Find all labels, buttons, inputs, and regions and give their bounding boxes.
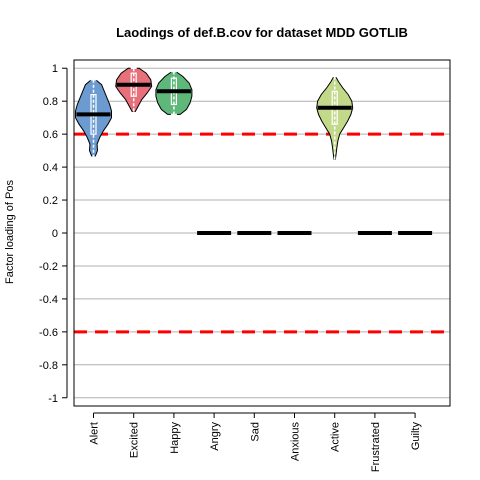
y-tick-label: 0.6 bbox=[43, 129, 58, 141]
chart-title: Laodings of def.B.cov for dataset MDD GO… bbox=[116, 25, 408, 40]
y-tick-label: 0.4 bbox=[43, 162, 58, 174]
y-axis-label: Factor loading of Pos bbox=[4, 180, 16, 284]
x-tick-label: Sad bbox=[249, 422, 261, 442]
x-tick-label: Guilty bbox=[410, 422, 422, 451]
y-tick-label: -1 bbox=[48, 393, 58, 405]
x-tick-label: Alert bbox=[89, 422, 101, 445]
y-tick-label: -0.4 bbox=[39, 294, 58, 306]
violin-happy bbox=[155, 70, 193, 116]
y-tick-label: -0.2 bbox=[39, 261, 58, 273]
y-tick-label: 1 bbox=[52, 63, 58, 75]
x-tick-label: Frustrated bbox=[370, 422, 382, 472]
y-tick-label: -0.8 bbox=[39, 360, 58, 372]
x-tick-label: Active bbox=[330, 422, 342, 452]
x-tick-label: Excited bbox=[129, 422, 141, 458]
x-tick-label: Happy bbox=[169, 422, 181, 454]
x-tick-label: Angry bbox=[209, 422, 221, 451]
y-tick-label: 0.8 bbox=[43, 96, 58, 108]
plot-frame bbox=[73, 59, 451, 407]
violin-active bbox=[316, 75, 354, 162]
violin-excited bbox=[115, 67, 153, 114]
y-tick-label: 0 bbox=[52, 228, 58, 240]
x-axis: Alert Excited Happy Angry Sad Anxious Active Fr… bbox=[89, 412, 422, 472]
violin-alert bbox=[75, 79, 112, 158]
violins bbox=[75, 67, 433, 235]
y-tick-label: -0.6 bbox=[39, 327, 58, 339]
y-axis: -1 -0.8 -0.6 -0.4 -0.2 0 0.2 0.4 0.6 0.8 1 bbox=[39, 63, 68, 405]
x-tick-label: Anxious bbox=[290, 422, 302, 462]
y-tick-label: 0.2 bbox=[43, 195, 58, 207]
